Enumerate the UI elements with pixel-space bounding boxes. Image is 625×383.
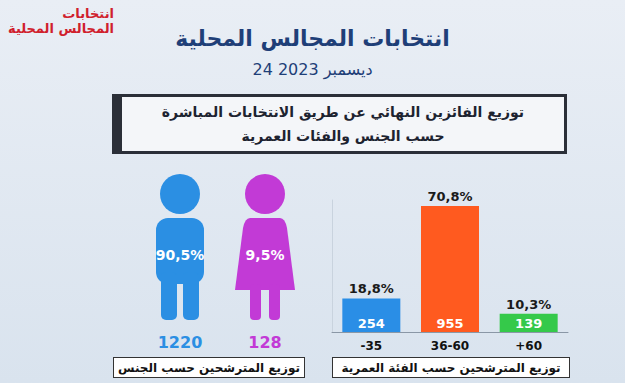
svg-text:955: 955 — [436, 316, 463, 331]
svg-text:1220: 1220 — [158, 333, 203, 352]
html-text:24 ديسمبر 2023: 24 ديسمبر 2023 — [252, 60, 373, 79]
html-text:انتخابات المجالس المحلية: انتخابات المجالس المحلية — [175, 26, 450, 51]
html-text:توزيع الفائزين النهائي عن طريق: توزيع الفائزين النهائي عن طريق الانتخابا… — [161, 104, 525, 120]
svg-text:139: 139 — [515, 316, 542, 331]
html-text:المجالس المحلية: المجالس المحلية — [8, 21, 114, 36]
html-text:توزيع المترشحين حسب الجنس: توزيع المترشحين حسب الجنس — [118, 361, 300, 375]
svg-text:70,8%: 70,8% — [427, 189, 472, 204]
html-text:انتخابات: انتخابات — [62, 6, 114, 21]
svg-text:-35: -35 — [360, 339, 382, 353]
svg-text:90,5%: 90,5% — [156, 247, 205, 263]
html-text:حسب الجنس والفئات العمرية: حسب الجنس والفئات العمرية — [241, 128, 445, 144]
svg-text:18,8%: 18,8% — [349, 281, 394, 296]
html-text:توزيع المترشحين حسب الفئة العم: توزيع المترشحين حسب الفئة العمرية — [341, 361, 561, 375]
svg-text:+60: +60 — [515, 339, 542, 353]
svg-text:9,5%: 9,5% — [246, 247, 285, 263]
svg-text:254: 254 — [358, 316, 385, 331]
svg-text:128: 128 — [248, 333, 281, 352]
svg-text:10,3%: 10,3% — [506, 297, 551, 312]
svg-text:36-60: 36-60 — [431, 339, 469, 353]
